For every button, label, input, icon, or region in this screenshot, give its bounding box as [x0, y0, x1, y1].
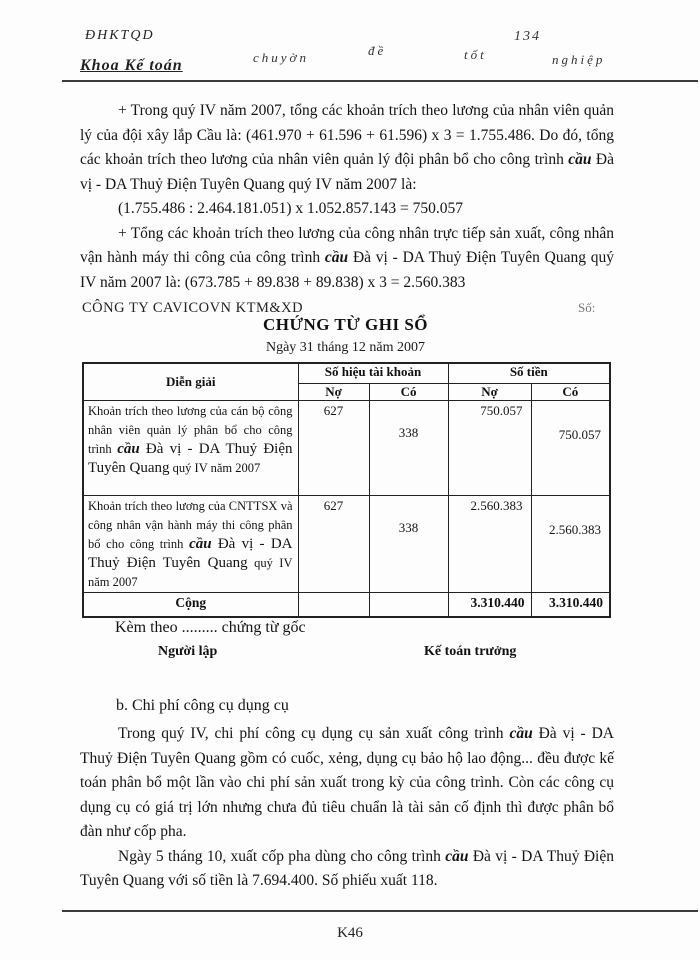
- header-school-abbr: ĐHKTQD: [85, 28, 155, 43]
- column-header-description: Diễn giải: [82, 362, 299, 401]
- column-header-account-debit: Nợ: [297, 383, 370, 401]
- section-b-body: Trong quý IV, chi phí công cụ dụng cụ sả…: [80, 722, 614, 894]
- empty-cell: [368, 592, 449, 618]
- signer-chief-accountant: Kế toán trưởng: [424, 644, 517, 659]
- total-label: Cộng: [82, 592, 299, 618]
- row-description: Khoản trích theo lương của CNTTSX và côn…: [82, 495, 299, 593]
- intro-paragraph-1-text: + Trong quý IV năm 2007, tổng các khoản …: [80, 102, 614, 168]
- project-name: Đà vị - DA Thuỷ Điện Tuyên Quang: [88, 441, 293, 476]
- voucher-title: CHỨNG TỪ GHI SỔ: [262, 315, 429, 334]
- section-b-paragraph-1: Trong quý IV, chi phí công cụ dụng cụ sả…: [80, 722, 614, 845]
- bridge-name-emphasis: cầu: [509, 725, 533, 742]
- debit-amount: 750.057: [447, 400, 532, 496]
- header-thesis-word-2: đề: [368, 43, 387, 58]
- column-header-amount-credit: Có: [530, 383, 611, 401]
- header-page-number: 134: [514, 29, 541, 44]
- row-description-tail: quý IV năm 2007: [169, 461, 261, 475]
- intro-section: + Trong quý IV năm 2007, tổng các khoản …: [80, 99, 614, 295]
- debit-amount: 2.560.383: [447, 495, 532, 593]
- intro-paragraph-1-tail: Đà vị - DA Thuỷ Điện Tuyên Quang quý IV …: [80, 151, 614, 193]
- intro-paragraph-2-text: + Tổng các khoản trích theo lương của cô…: [80, 224, 614, 267]
- intro-paragraph-2-tail: Đà vị - DA Thuỷ Điện Tuyên Quang quý IV …: [80, 249, 614, 291]
- column-header-amount-debit: Nợ: [447, 383, 532, 401]
- intro-paragraph-1: + Trong quý IV năm 2007, tổng các khoản …: [80, 99, 614, 197]
- bridge-name-emphasis: cầu: [568, 151, 592, 168]
- allocation-formula: (1.755.486 : 2.464.181.051) x 1.052.857.…: [118, 200, 463, 217]
- header-thesis-word-4: nghiệp: [552, 52, 606, 67]
- credit-amount: 750.057: [530, 400, 611, 496]
- bridge-name-emphasis: cầu: [117, 441, 140, 457]
- column-header-amount: Số tiền: [447, 362, 611, 384]
- header-thesis-word-1: chuyờn: [253, 50, 309, 65]
- footer-rule: [62, 910, 698, 912]
- total-credit-amount: 3.310.440: [530, 592, 611, 618]
- section-b-paragraph-2-tail: Đà vị - DA Thuỷ Điện Tuyên Quang với số …: [80, 847, 614, 890]
- header-thesis-word-3: tốt: [464, 47, 487, 62]
- attachment-note: Kèm theo ......... chứng từ gốc: [115, 619, 306, 636]
- table-row: Khoản trích theo lương của cán bộ công n…: [82, 400, 611, 496]
- intro-paragraph-2: + Tổng các khoản trích theo lương của cô…: [80, 222, 614, 296]
- section-b-heading: b. Chi phí công cụ dụng cụ: [116, 697, 289, 714]
- credit-amount: 2.560.383: [530, 495, 611, 593]
- credit-account: 338: [368, 400, 449, 496]
- section-b-paragraph-2-text: Ngày 5 tháng 10, xuất cốp pha dùng cho c…: [118, 847, 446, 865]
- row-description: Khoản trích theo lương của cán bộ công n…: [82, 400, 299, 496]
- header-faculty: Khoa Kế toán: [80, 57, 183, 74]
- row-description-text: Khoản trích theo lương của cán bộ công n…: [88, 404, 293, 456]
- voucher-table: Diễn giải Số hiệu tài khoản Số tiền Nợ C…: [82, 362, 612, 618]
- voucher-number-label: Số:: [578, 300, 596, 315]
- section-b-paragraph-2: Ngày 5 tháng 10, xuất cốp pha dùng cho c…: [80, 845, 614, 894]
- footer-page-code: K46: [337, 925, 363, 941]
- voucher-date: Ngày 31 tháng 12 năm 2007: [265, 340, 426, 355]
- column-header-account: Số hiệu tài khoản: [297, 362, 449, 384]
- credit-account: 338: [368, 495, 449, 593]
- bridge-name-emphasis: cầu: [189, 536, 212, 552]
- header-rule: [62, 80, 698, 82]
- total-debit-amount: 3.310.440: [447, 592, 532, 618]
- table-row: Khoản trích theo lương của CNTTSX và côn…: [82, 495, 611, 593]
- bridge-name-emphasis: cầu: [324, 249, 349, 266]
- row-description-text: Khoản trích theo lương của CNTTSX và côn…: [88, 499, 293, 551]
- column-header-account-credit: Có: [368, 383, 449, 401]
- section-b-paragraph-1-text: Trong quý IV, chi phí công cụ dụng cụ sả…: [118, 725, 510, 742]
- empty-cell: [297, 592, 370, 618]
- debit-account: 627: [297, 400, 370, 496]
- signer-preparer: Người lập: [158, 644, 218, 659]
- company-name: CÔNG TY CAVICOVN KTM&XD: [82, 300, 304, 316]
- total-row: Cộng 3.310.440 3.310.440: [82, 592, 611, 618]
- row-description-tail: quý IV năm 2007: [88, 556, 293, 589]
- project-name: Đà vị - DA Thuỷ Điện Tuyên Quang: [88, 536, 293, 571]
- section-b-paragraph-1-tail: Đà vị - DA Thuỷ Điện Tuyên Quang gồm có …: [80, 725, 614, 840]
- bridge-name-emphasis: cầu: [445, 847, 469, 865]
- debit-account: 627: [297, 495, 370, 593]
